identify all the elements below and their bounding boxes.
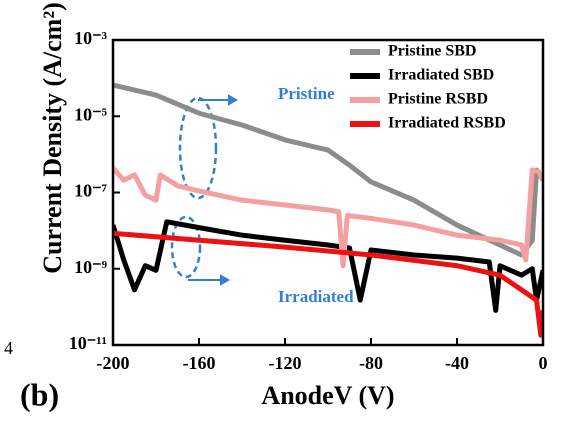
series-line [113, 230, 543, 338]
edge-text: 4 [4, 338, 13, 358]
series-line [113, 82, 543, 258]
x-tick-label: -120 [269, 353, 302, 373]
panel-label: (b) [20, 376, 59, 412]
plot-frame [111, 38, 545, 347]
x-axis-label: AnodeV (V) [261, 381, 394, 410]
series-line [113, 219, 543, 313]
y-tick-label: 10⁻³ [74, 28, 108, 48]
y-tick-label: 10⁻¹¹ [69, 333, 107, 353]
annotation-arrows [188, 94, 239, 286]
legend-label: Irradiated SBD [388, 67, 494, 84]
y-axis-label: Current Density (A/cm²) [38, 2, 67, 274]
x-tick-label: -200 [97, 353, 130, 373]
y-tick-label: 10⁻⁷ [74, 181, 108, 201]
legend-label: Pristine RSBD [388, 91, 488, 108]
x-tick-label: -80 [359, 353, 383, 373]
x-tick-label: 0 [539, 353, 548, 373]
annotation: Pristine [278, 84, 335, 103]
series-line [113, 166, 543, 269]
legend-label: Pristine SBD [388, 43, 476, 60]
x-tick-label: -40 [445, 353, 469, 373]
annotation: Irradiated [278, 287, 354, 306]
legend-label: Irradiated RSBD [388, 115, 506, 132]
y-tick-label: 10⁻⁵ [74, 104, 108, 124]
y-tick-label: 10⁻⁹ [74, 257, 108, 277]
x-tick-label: -160 [183, 353, 216, 373]
annotation-shapes [170, 96, 218, 279]
